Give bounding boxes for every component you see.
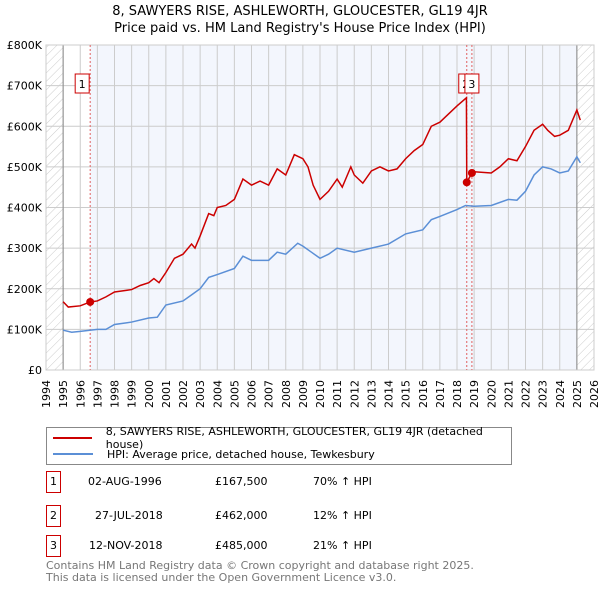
x-tick-label: 2014 [383, 380, 396, 408]
sale-label-box [74, 73, 90, 94]
sale-hpi: 21% ↑ HPI [313, 539, 372, 552]
sale-point [462, 178, 471, 187]
table-row: 1 02-AUG-1996 £167,500 70% ↑ HPI [46, 471, 446, 493]
x-tick-label: 2026 [588, 380, 600, 408]
x-tick-label: 2011 [331, 380, 344, 408]
y-tick-label: £500K [7, 161, 43, 174]
x-tick-label: 2002 [177, 380, 190, 408]
x-tick-label: 2016 [417, 380, 430, 408]
x-tick-label: 2007 [263, 380, 276, 408]
sale-label-box [464, 73, 480, 94]
x-tick-label: 2023 [537, 380, 550, 408]
x-tick-label: 1999 [126, 380, 139, 408]
property-price-line [62, 96, 582, 308]
sale-date: 12-NOV-2018 [89, 539, 163, 552]
x-tick-label: 2019 [468, 380, 481, 408]
x-tick-label: 2025 [571, 380, 584, 408]
y-tick-label: £400K [7, 202, 43, 215]
footer-licence: This data is licensed under the Open Gov… [46, 571, 397, 584]
x-tick-label: 2006 [246, 380, 259, 408]
y-tick-label: £800K [7, 39, 43, 52]
x-tick-label: 2004 [211, 380, 224, 408]
x-tick-label: 2008 [280, 380, 293, 408]
sale-label-number: 1 [79, 78, 86, 91]
y-tick-label: £100K [7, 323, 43, 336]
sale-marker-badge: 2 [46, 505, 61, 527]
sale-point [86, 297, 95, 306]
x-tick-label: 1998 [109, 380, 122, 408]
price-chart: 1994 1995 1996 1997 1998 1999 2000 2001 2002 2003… [7, 39, 600, 408]
legend: 8, SAWYERS RISE, ASHLEWORTH, GLOUCESTER,… [46, 425, 512, 465]
sale-marker-badge: 1 [46, 471, 61, 493]
x-tick-label: 2005 [228, 380, 241, 408]
x-tick-label: 2020 [485, 380, 498, 408]
plot-border [45, 44, 595, 371]
x-tick-label: 1994 [40, 380, 53, 408]
x-tick-label: 2017 [434, 380, 447, 408]
x-tick-label: 2001 [160, 380, 173, 408]
x-tick-label: 2012 [348, 380, 361, 408]
sale-hpi: 70% ↑ HPI [313, 475, 372, 488]
y-tick-label: £0 [28, 364, 42, 377]
x-tick-label: 2015 [400, 380, 413, 408]
y-tick-label: £300K [7, 242, 43, 255]
chart-title: 8, SAWYERS RISE, ASHLEWORTH, GLOUCESTER,… [112, 4, 488, 19]
x-tick-label: 2010 [314, 380, 327, 408]
x-tick-label: 2022 [520, 380, 533, 408]
legend-swatch-hpi [53, 453, 93, 455]
sale-point [467, 168, 476, 177]
x-tick-label: 1997 [91, 380, 104, 408]
legend-label-property: 8, SAWYERS RISE, ASHLEWORTH, GLOUCESTER,… [105, 425, 483, 451]
table-row: 3 12-NOV-2018 £485,000 21% ↑ HPI [46, 535, 446, 557]
sale-label-number: 3 [468, 78, 475, 91]
x-tick-label: 2018 [451, 380, 464, 408]
chart-subtitle: Price paid vs. HM Land Registry's House … [114, 21, 486, 36]
y-tick-label: £700K [7, 80, 43, 93]
hpi-line [62, 155, 581, 333]
x-tick-label: 2021 [502, 380, 515, 408]
sale-price: £462,000 [215, 509, 268, 522]
legend-label-hpi: HPI: Average price, detached house, Tewk… [107, 447, 375, 461]
x-tick-label: 2009 [297, 380, 310, 408]
legend-swatch-property [53, 437, 92, 439]
table-row: 2 27-JUL-2018 £462,000 12% ↑ HPI [46, 505, 446, 527]
x-tick-label: 1996 [74, 380, 87, 408]
sale-price: £485,000 [215, 539, 268, 552]
sale-marker-badge: 3 [46, 535, 61, 557]
footer-copyright: Contains HM Land Registry data © Crown c… [46, 559, 474, 572]
x-tick-label: 1995 [57, 380, 70, 408]
y-tick-label: £600K [7, 120, 43, 133]
x-tick-label: 2000 [143, 380, 156, 408]
x-tick-label: 2003 [194, 380, 207, 408]
sale-date: 02-AUG-1996 [88, 475, 162, 488]
sale-hpi: 12% ↑ HPI [313, 509, 372, 522]
x-tick-label: 2024 [554, 380, 567, 408]
sale-price: £167,500 [215, 475, 268, 488]
sale-date: 27-JUL-2018 [95, 509, 163, 522]
y-tick-label: £200K [7, 283, 43, 296]
x-tick-label: 2013 [365, 380, 378, 408]
